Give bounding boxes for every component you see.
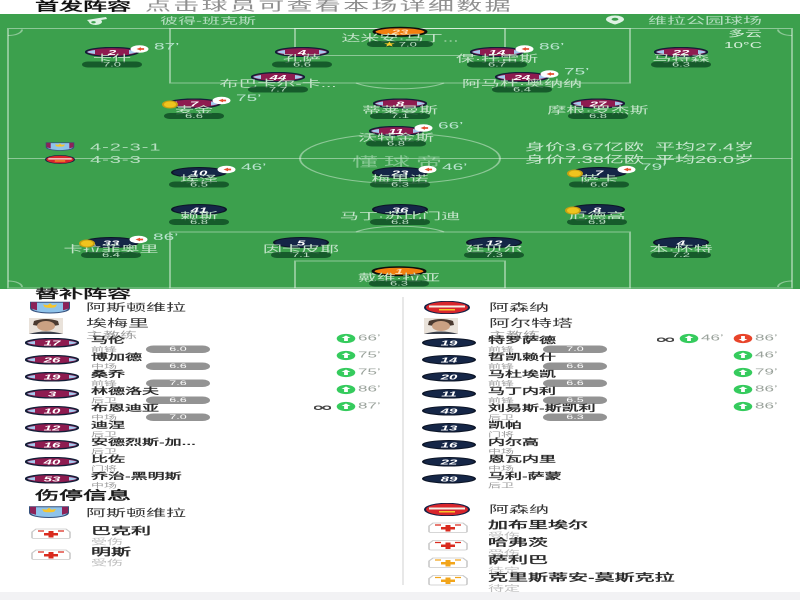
svg-text:36: 36 [392, 206, 409, 215]
svg-text:22: 22 [439, 458, 457, 467]
svg-text:8: 8 [396, 100, 405, 109]
svg-text:49: 49 [439, 407, 457, 416]
svg-text:22: 22 [671, 48, 689, 57]
svg-text:33: 33 [103, 239, 120, 248]
svg-text:19: 19 [44, 373, 61, 382]
svg-text:17: 17 [44, 339, 62, 348]
svg-text:40: 40 [42, 458, 60, 467]
svg-text:4: 4 [297, 48, 307, 57]
svg-text:16: 16 [44, 441, 61, 450]
svg-text:10: 10 [44, 407, 61, 416]
svg-text:16: 16 [441, 441, 458, 450]
svg-text:7: 7 [190, 100, 200, 109]
svg-text:3: 3 [48, 390, 57, 399]
svg-text:89: 89 [441, 475, 458, 484]
svg-text:26: 26 [42, 356, 60, 365]
svg-text:7: 7 [595, 168, 605, 177]
svg-text:20: 20 [439, 373, 457, 382]
svg-text:14: 14 [441, 356, 458, 365]
svg-text:19: 19 [441, 339, 458, 348]
svg-text:41: 41 [189, 206, 207, 215]
svg-text:11: 11 [441, 390, 457, 399]
svg-text:10: 10 [191, 168, 208, 177]
svg-text:2: 2 [107, 48, 117, 57]
svg-text:13: 13 [441, 424, 458, 433]
svg-text:11: 11 [388, 127, 404, 136]
svg-text:27: 27 [588, 100, 608, 109]
svg-text:53: 53 [44, 475, 61, 484]
svg-text:8: 8 [593, 206, 602, 215]
svg-text:1: 1 [395, 267, 403, 276]
svg-text:12: 12 [486, 239, 503, 248]
svg-text:44: 44 [268, 73, 286, 82]
svg-text:4: 4 [676, 239, 686, 248]
svg-text:23: 23 [390, 168, 408, 177]
svg-text:5: 5 [297, 239, 306, 248]
svg-text:23: 23 [390, 28, 408, 37]
svg-text:14: 14 [489, 48, 506, 57]
svg-text:12: 12 [44, 424, 61, 433]
svg-text:24: 24 [512, 73, 530, 82]
